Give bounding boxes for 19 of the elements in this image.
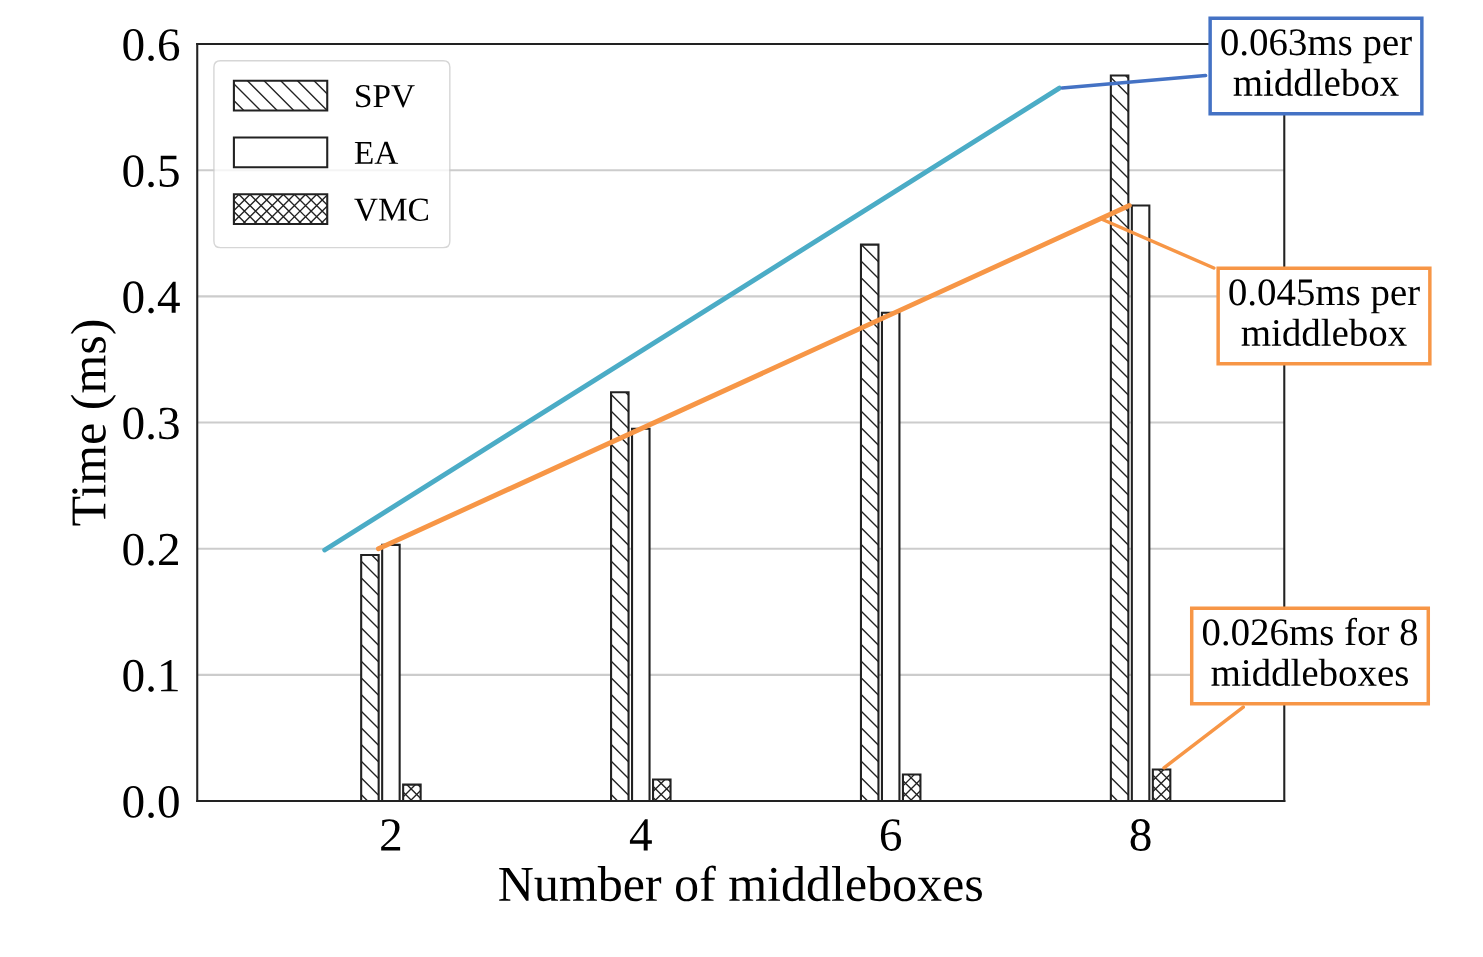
x-tick-label: 2	[381, 819, 401, 851]
y-tick-label: 0.2	[123, 533, 178, 566]
x-tick-label: 6	[880, 819, 902, 851]
y-tick-label: 0.0	[123, 785, 179, 819]
x-tick-label: 4	[629, 819, 652, 851]
legend-label: VMC	[354, 198, 429, 222]
y-tick-label: 0.4	[123, 281, 180, 314]
annotation: 0.026ms for 8 middleboxes	[1202, 617, 1418, 687]
y-tick-label: 0.6	[123, 29, 180, 62]
y-tick-label: 0.3	[123, 407, 179, 440]
legend-label: SPV	[356, 84, 415, 108]
y-tick-label: 0.5	[123, 155, 179, 188]
x-axis-title: Number of middleboxes	[499, 865, 982, 902]
x-tick-label: 8	[1130, 819, 1151, 851]
annotation: 0.045ms per middlebox	[1229, 279, 1420, 347]
y-tick-label: 0.1	[123, 659, 178, 692]
annotation: 0.063ms per middlebox	[1221, 29, 1412, 97]
legend-label: EA	[354, 141, 399, 164]
y-axis-title: Time (ms)	[70, 320, 116, 526]
